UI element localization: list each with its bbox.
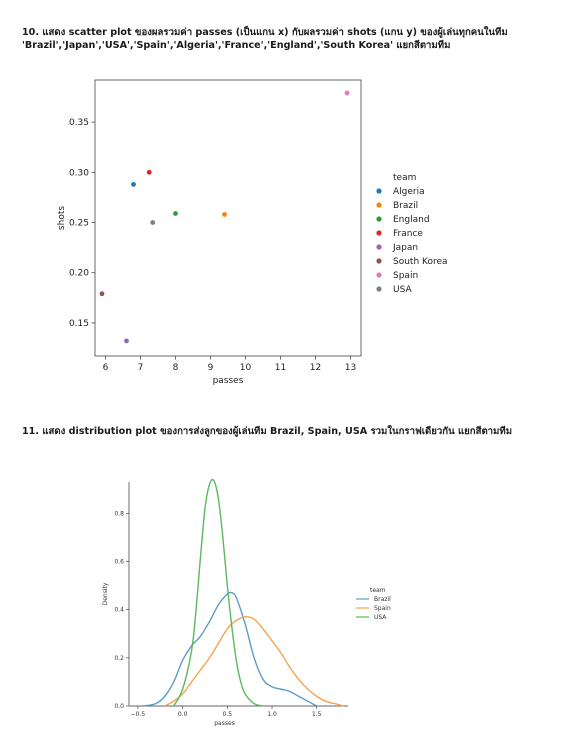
- scatter-point: [131, 181, 136, 187]
- x-tick-label: 1.0: [267, 711, 277, 718]
- x-tick-label: 12: [310, 363, 321, 373]
- density-line-brazil: [142, 591, 318, 707]
- x-tick-label: 1.5: [312, 711, 322, 718]
- x-tick-label: 8: [173, 363, 179, 373]
- density-line-spain: [164, 616, 344, 707]
- question-11-text: 11. แสดง distribution plot ของการส่งลูกข…: [22, 426, 513, 437]
- legend-title: team: [393, 173, 416, 183]
- scatter-plot-frame: [94, 79, 362, 357]
- x-tick-label: 0.5: [223, 711, 233, 718]
- density-chart: −0.5 0.0 0.5 1.0 1.5 0.0 0.2 0.4 0.6 0.8 passes Den…: [102, 478, 391, 727]
- legend-marker: [376, 244, 382, 250]
- legend-label: Algeria: [393, 187, 425, 197]
- scatter-point: [344, 90, 350, 96]
- legend-label: Spain: [393, 271, 418, 281]
- legend-label: Spain: [374, 605, 391, 612]
- legend-marker: [376, 216, 382, 222]
- legend-marker: [376, 230, 382, 236]
- y-tick-label: 0.30: [69, 168, 89, 178]
- legend-label: England: [393, 215, 430, 225]
- x-axis-label: passes: [214, 720, 235, 727]
- x-tick-label: −0.5: [131, 711, 146, 718]
- x-tick-label: 11: [275, 363, 286, 373]
- legend-marker: [376, 286, 382, 292]
- legend-label: Japan: [392, 243, 418, 253]
- x-tick-label: 9: [208, 363, 214, 373]
- scatter-point: [146, 169, 152, 175]
- legend-marker: [376, 258, 382, 264]
- legend-label: USA: [374, 614, 387, 621]
- y-axis-label: Density: [102, 582, 109, 605]
- x-tick-label: 10: [240, 363, 252, 373]
- legend-label: France: [393, 229, 423, 239]
- y-tick-label: 0.0: [114, 703, 124, 710]
- legend-label: South Korea: [393, 257, 448, 267]
- density-line-usa: [173, 478, 264, 707]
- legend-label: Brazil: [374, 596, 391, 603]
- legend-title: team: [370, 587, 386, 594]
- y-tick-label: 0.2: [114, 655, 124, 662]
- scatter-point: [99, 291, 105, 297]
- scatter-point: [150, 220, 156, 225]
- scatter-point: [173, 211, 178, 216]
- y-tick-label: 0.8: [114, 510, 124, 517]
- y-tick-label: 0.15: [69, 319, 89, 329]
- question-10-text: 10. แสดง scatter plot ของผลรวมค่า passes…: [22, 27, 508, 51]
- y-tick-label: 0.6: [114, 558, 124, 565]
- y-tick-label: 0.35: [69, 118, 89, 128]
- x-tick-label: 6: [103, 363, 109, 373]
- y-axis-label: shots: [57, 206, 67, 230]
- x-tick-label: 0.0: [178, 711, 188, 718]
- legend-marker: [376, 272, 382, 278]
- legend-marker: [376, 202, 382, 208]
- y-tick-label: 0.25: [69, 219, 89, 229]
- x-tick-label: 7: [138, 363, 144, 373]
- y-tick-label: 0.20: [69, 269, 89, 279]
- x-tick-label: 13: [345, 363, 356, 373]
- x-axis-label: passes: [213, 376, 244, 386]
- scatter-point: [222, 212, 227, 217]
- scatter-chart: 6 7 8 9 10 11 12 13 0.15 0.20 0.25 0.30 0.35 passes sh…: [57, 79, 448, 386]
- scatter-point: [124, 338, 129, 344]
- y-tick-label: 0.4: [114, 607, 124, 614]
- legend-marker: [376, 188, 382, 194]
- legend-label: Brazil: [393, 201, 418, 211]
- legend-label: USA: [393, 285, 412, 295]
